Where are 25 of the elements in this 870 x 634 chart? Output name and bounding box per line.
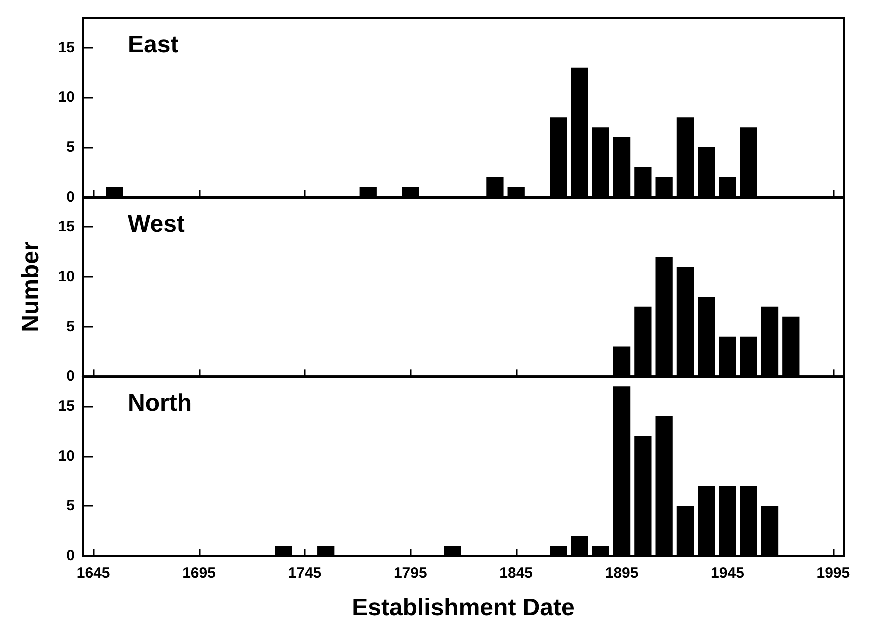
x-tick-label: 1945	[711, 565, 744, 582]
x-axis-title: Establishment Date	[352, 594, 575, 622]
y-tick-label: 15	[58, 398, 75, 416]
y-tick-label: 0	[66, 548, 75, 564]
y-tick-label: 5	[66, 318, 75, 336]
x-tick-label: 1895	[605, 565, 639, 582]
x-tick-label: 1845	[500, 565, 534, 582]
x-tick-label: 1645	[76, 565, 110, 582]
y-axis-title: Number	[18, 242, 44, 332]
x-tick-label: 1745	[288, 565, 322, 582]
x-tick-label: 1995	[816, 565, 850, 582]
y-tick-label: 5	[66, 498, 75, 515]
x-tick-label: 1695	[182, 565, 216, 582]
y-tick-label: 10	[58, 448, 75, 465]
y-tick-label: 0	[66, 368, 75, 386]
y-tick-label: 15	[58, 218, 75, 236]
y-tick-label: 0	[66, 188, 75, 206]
y-tick-label: 10	[58, 268, 75, 286]
y-tick-label: 5	[66, 139, 75, 156]
text: West	[128, 210, 185, 238]
y-tick-label: 10	[58, 89, 75, 106]
x-tick-label: 1795	[394, 565, 428, 582]
y-tick-label: 15	[58, 39, 75, 56]
text: North	[128, 390, 192, 418]
text: East	[128, 32, 179, 58]
